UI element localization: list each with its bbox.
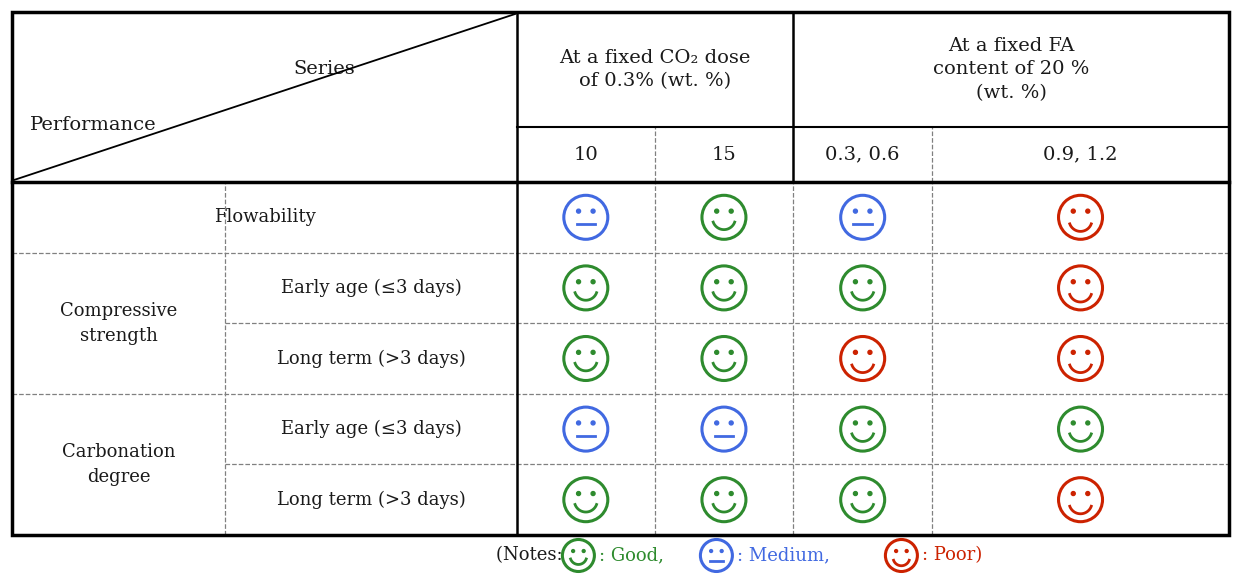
Text: Compressive
strength: Compressive strength	[60, 302, 177, 345]
Circle shape	[867, 280, 872, 284]
Circle shape	[1086, 280, 1090, 284]
Circle shape	[854, 350, 858, 354]
Circle shape	[1071, 280, 1075, 284]
Circle shape	[577, 492, 581, 495]
Circle shape	[591, 209, 594, 213]
Text: At a fixed FA
content of 20 %
(wt. %): At a fixed FA content of 20 % (wt. %)	[933, 37, 1090, 102]
Circle shape	[715, 421, 719, 425]
Circle shape	[1071, 209, 1075, 213]
Circle shape	[591, 350, 594, 354]
Text: Early age (≤3 days): Early age (≤3 days)	[280, 420, 462, 438]
Circle shape	[715, 350, 719, 354]
Circle shape	[577, 350, 581, 354]
Circle shape	[905, 550, 908, 553]
Text: : Medium,: : Medium,	[737, 546, 830, 564]
Circle shape	[1071, 421, 1075, 425]
Circle shape	[730, 280, 733, 284]
Circle shape	[715, 492, 719, 495]
Circle shape	[591, 421, 594, 425]
Text: At a fixed CO₂ dose
of 0.3% (wt. %): At a fixed CO₂ dose of 0.3% (wt. %)	[560, 49, 751, 90]
Text: 10: 10	[573, 146, 598, 164]
Text: Early age (≤3 days): Early age (≤3 days)	[280, 279, 462, 297]
Text: Long term (>3 days): Long term (>3 days)	[277, 349, 465, 368]
Circle shape	[720, 550, 724, 553]
Circle shape	[867, 209, 872, 213]
Text: 0.9, 1.2: 0.9, 1.2	[1044, 146, 1118, 164]
Text: 0.3, 0.6: 0.3, 0.6	[825, 146, 900, 164]
Circle shape	[854, 421, 858, 425]
Circle shape	[1071, 492, 1075, 495]
Circle shape	[895, 550, 897, 553]
Circle shape	[854, 280, 858, 284]
Circle shape	[1086, 421, 1090, 425]
Circle shape	[591, 492, 594, 495]
Text: : Good,: : Good,	[599, 546, 664, 564]
Circle shape	[730, 421, 733, 425]
Text: Long term (>3 days): Long term (>3 days)	[277, 491, 465, 509]
Circle shape	[1071, 350, 1075, 354]
Text: Carbonation
degree: Carbonation degree	[62, 443, 175, 486]
Circle shape	[1086, 209, 1090, 213]
Circle shape	[867, 492, 872, 495]
Circle shape	[715, 209, 719, 213]
Circle shape	[1086, 350, 1090, 354]
Text: Series: Series	[294, 60, 355, 78]
Circle shape	[582, 550, 585, 553]
Circle shape	[577, 209, 581, 213]
Circle shape	[854, 492, 858, 495]
Circle shape	[715, 280, 719, 284]
Text: (Notes:: (Notes:	[496, 546, 568, 564]
Circle shape	[867, 350, 872, 354]
Circle shape	[591, 280, 594, 284]
Text: Flowability: Flowability	[213, 208, 315, 226]
Circle shape	[577, 421, 581, 425]
Circle shape	[1086, 492, 1090, 495]
Circle shape	[730, 209, 733, 213]
Text: 15: 15	[711, 146, 736, 164]
Circle shape	[577, 280, 581, 284]
Text: : Poor): : Poor)	[922, 546, 983, 564]
Circle shape	[730, 350, 733, 354]
Circle shape	[730, 492, 733, 495]
Text: Performance: Performance	[30, 116, 156, 134]
Circle shape	[867, 421, 872, 425]
Circle shape	[710, 550, 712, 553]
Circle shape	[572, 550, 575, 553]
Circle shape	[854, 209, 858, 213]
